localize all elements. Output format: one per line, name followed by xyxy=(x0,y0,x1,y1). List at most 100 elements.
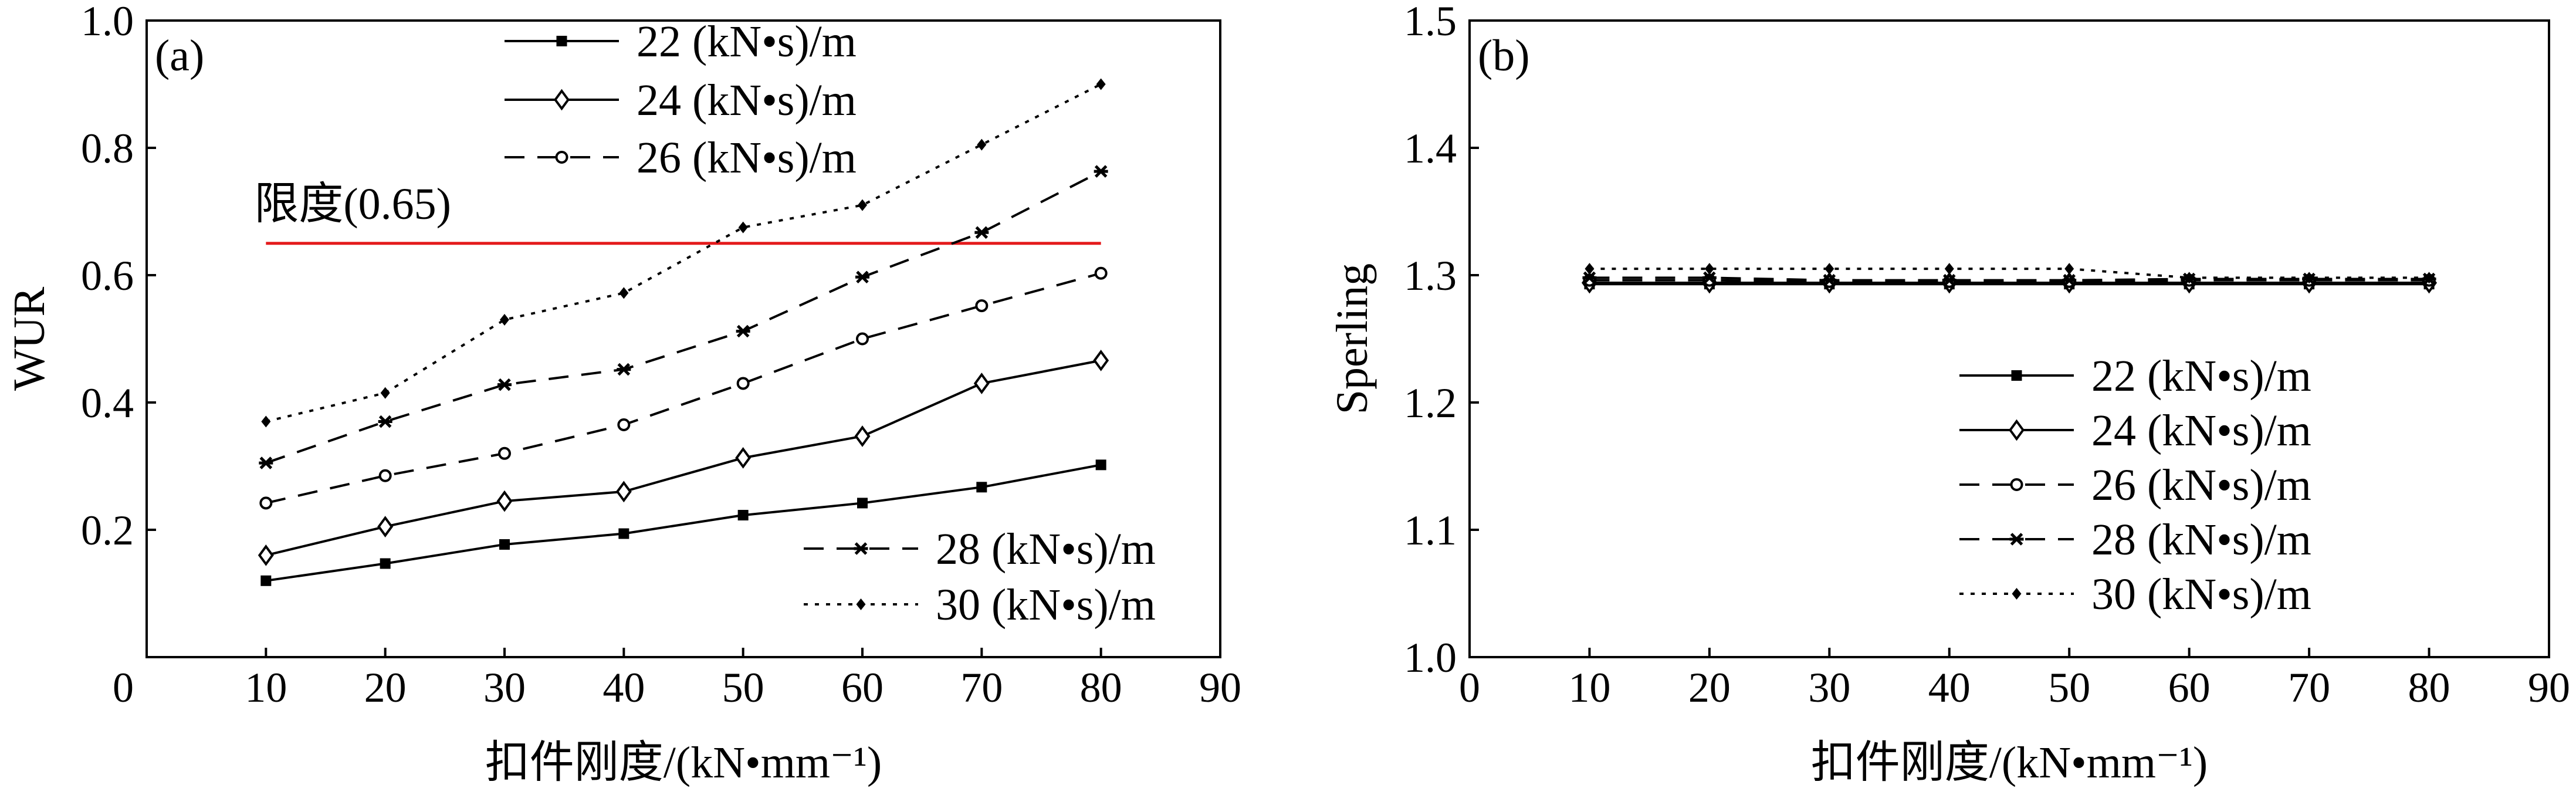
y-tick-label: 1.4 xyxy=(1404,125,1457,172)
legend-label: 28 (kN•s)/m xyxy=(2091,515,2311,564)
x-tick-label: 40 xyxy=(1928,664,1971,711)
data-point xyxy=(617,363,631,376)
panel-b: 0 10 20 30 40 50 60 70 80 90 1.0 1.1 1.2 1.3 1.4 1.5 扣件刚… xyxy=(1328,0,2570,787)
legend-label: 30 (kN•s)/m xyxy=(936,580,1156,630)
y-tick-label: 0.8 xyxy=(81,125,134,172)
legend-label: 26 (kN•s)/m xyxy=(637,133,857,182)
x-tick-label: 80 xyxy=(2408,664,2450,711)
data-point xyxy=(977,138,987,151)
data-point xyxy=(498,446,511,460)
x-tick-label: 30 xyxy=(1808,664,1850,711)
series-4 xyxy=(261,78,1106,428)
data-point xyxy=(496,490,513,512)
series-line xyxy=(1589,276,2429,282)
x-tick-label: 20 xyxy=(1688,664,1731,711)
y-axis-title: WUR xyxy=(5,287,54,391)
x-tick-label: 90 xyxy=(1199,664,1241,711)
x-tick-label: 50 xyxy=(2048,664,2090,711)
data-point xyxy=(497,378,512,391)
data-point xyxy=(975,299,989,313)
x-tick-label: 30 xyxy=(483,664,526,711)
series-line xyxy=(265,359,1102,557)
x-tick-label: 10 xyxy=(245,664,287,711)
x-axis-title: 扣件刚度/(kN•mm⁻¹) xyxy=(1811,738,2208,787)
data-point xyxy=(378,415,392,428)
legend-marker xyxy=(854,542,868,555)
legend-label: 22 (kN•s)/m xyxy=(637,17,857,66)
data-point xyxy=(261,415,271,428)
data-point xyxy=(854,425,871,447)
x-tick-label: 0 xyxy=(1459,664,1480,711)
x-tick-label: 90 xyxy=(2528,664,2570,711)
data-point xyxy=(736,324,750,338)
series-4 xyxy=(1585,263,2434,284)
x-tick-label: 40 xyxy=(602,664,645,711)
legend-item: 30 (kN•s)/m xyxy=(804,580,1156,630)
legend-marker xyxy=(555,151,568,164)
data-point xyxy=(1704,263,1714,275)
x-tick-label: 10 xyxy=(1568,664,1610,711)
series-line xyxy=(1589,279,2429,283)
legend-item: 22 (kN•s)/m xyxy=(505,17,857,66)
data-point xyxy=(380,387,390,399)
data-point xyxy=(738,221,748,234)
data-point xyxy=(856,332,869,346)
x-tick-label: 20 xyxy=(364,664,407,711)
series-line xyxy=(265,83,1102,423)
panel-label: (a) xyxy=(155,31,204,80)
data-point xyxy=(2064,263,2074,275)
legend-label: 22 (kN•s)/m xyxy=(2091,351,2311,401)
legend-item: 26 (kN•s)/m xyxy=(1959,461,2311,510)
panel-a: 0 10 20 30 40 50 60 70 80 90 0.2 0.4 0.6 0.8 1.0 扣件刚度/(… xyxy=(5,0,1241,787)
data-point xyxy=(2184,272,2194,284)
data-point xyxy=(2062,273,2077,287)
data-point xyxy=(1942,273,1956,287)
y-tick-label: 1.0 xyxy=(1404,634,1457,681)
plot-frame xyxy=(1468,19,2550,658)
legend-label: 24 (kN•s)/m xyxy=(637,76,857,125)
legend-marker xyxy=(556,36,567,46)
data-point xyxy=(1095,459,1106,471)
series-line xyxy=(265,170,1102,464)
legend-marker xyxy=(2012,588,2022,600)
legend-label: 30 (kN•s)/m xyxy=(2091,570,2311,619)
data-point xyxy=(737,510,749,521)
data-point xyxy=(260,575,272,586)
legend-marker xyxy=(2009,419,2025,441)
legend-item: 26 (kN•s)/m xyxy=(505,133,857,182)
series-line xyxy=(265,272,1102,505)
data-point xyxy=(735,447,752,469)
x-tick-label: 60 xyxy=(2168,664,2211,711)
legend-label: 24 (kN•s)/m xyxy=(2091,406,2311,455)
legend-marker xyxy=(2010,478,2023,491)
series-2 xyxy=(259,266,1108,510)
data-point xyxy=(858,199,867,211)
legend-item: 28 (kN•s)/m xyxy=(1959,515,2311,564)
limit-label: 限度(0.65) xyxy=(254,180,451,229)
data-point xyxy=(1824,263,1834,275)
x-tick-label: 60 xyxy=(841,664,884,711)
y-tick-label: 0.4 xyxy=(81,380,134,427)
series-line xyxy=(266,464,1102,582)
plot-frame xyxy=(145,19,1221,658)
y-tick-label: 1.1 xyxy=(1404,507,1457,554)
data-point xyxy=(1096,78,1106,90)
y-tick-label: 0.6 xyxy=(81,252,134,299)
data-point xyxy=(619,287,629,299)
data-point xyxy=(857,498,868,509)
data-point xyxy=(1944,263,1954,275)
data-point xyxy=(1702,271,1717,285)
y-tick-label: 1.5 xyxy=(1404,0,1457,45)
data-point xyxy=(259,496,273,510)
data-point xyxy=(617,418,631,431)
data-point xyxy=(1822,273,1837,287)
y-tick-label: 1.2 xyxy=(1404,380,1457,427)
data-point xyxy=(2304,272,2314,284)
legend-item: 22 (kN•s)/m xyxy=(1959,351,2311,401)
legend-marker xyxy=(2009,533,2024,546)
data-point xyxy=(615,481,632,503)
x-tick-label: 0 xyxy=(113,664,134,711)
x-tick-label: 70 xyxy=(960,664,1003,711)
data-point xyxy=(736,377,750,390)
data-point xyxy=(1094,165,1108,178)
